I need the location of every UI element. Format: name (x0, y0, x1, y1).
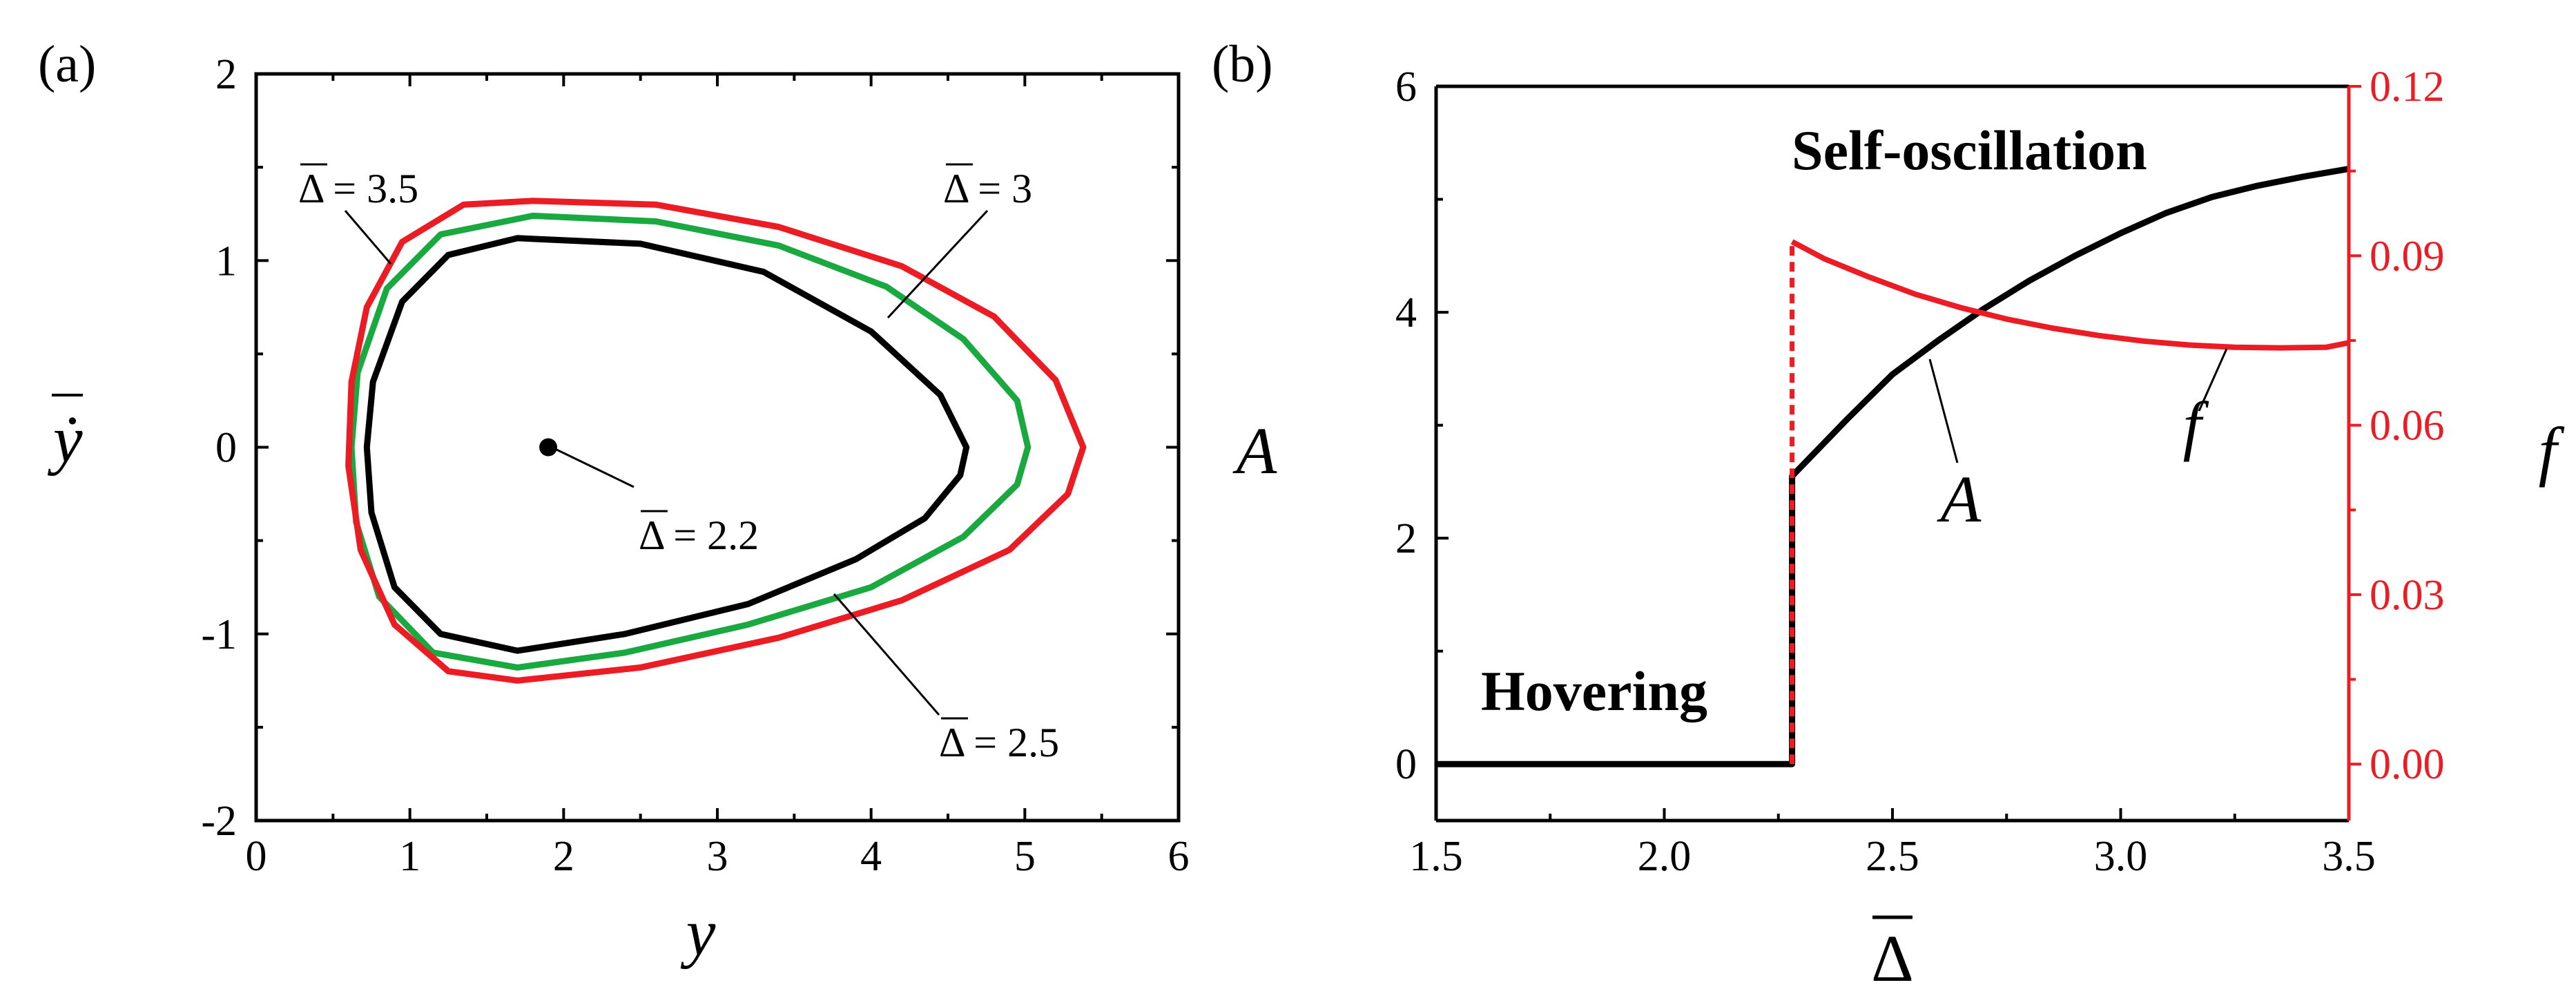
panel-b-ytick-right-label: 0.03 (2370, 572, 2445, 619)
annotation-delta-2-2-text: Δ = 2.2 (639, 513, 759, 558)
annotation-hovering: Hovering (1481, 660, 1707, 722)
panel-b-ytick-right-label: 0.06 (2370, 403, 2445, 450)
panel-a-xlabel: y (680, 895, 716, 969)
panel-a: (a) 0 1 2 3 4 5 6 -2 -1 0 1 2 y ẏ Δ = 3.5 Δ = 3 Δ =… (38, 35, 1190, 969)
panel-b-ytick-left-label: 6 (1395, 64, 1417, 111)
annotation-delta-3-5: Δ = 3.5 (298, 163, 418, 265)
annotation-delta-2-5-text: Δ = 2.5 (939, 720, 1059, 765)
panel-a-xtick-label: 5 (1014, 833, 1036, 880)
panel-a-tick-labels: 0 1 2 3 4 5 6 -2 -1 0 1 2 (201, 51, 1189, 880)
panel-a-ytick-label: 0 (215, 425, 237, 472)
fixed-point-marker (539, 438, 558, 457)
annotation-delta-3: Δ = 3 (887, 163, 1032, 319)
annotation-delta-3-5-leader (344, 210, 392, 265)
annotation-delta-2-5: Δ = 2.5 (833, 593, 1059, 765)
panel-b-xtick-label: 2.0 (1638, 833, 1692, 880)
panel-b-xtick-label: 3.0 (2094, 833, 2148, 880)
panel-b-curves (1436, 165, 2350, 767)
panel-a-ytick-label: 2 (215, 51, 237, 98)
panel-a-xtick-label: 0 (246, 833, 267, 880)
panel-b-label: (b) (1212, 35, 1273, 93)
panel-a-ylabel: ẏ (48, 402, 83, 476)
annotation-curve-a-leader (1928, 358, 1959, 463)
panel-a-ytick-label: -1 (201, 611, 237, 658)
panel-a-ylabel-group: ẏ (48, 394, 83, 476)
panel-b-xtick-label: 3.5 (2322, 833, 2376, 880)
orbit-series-2 (345, 198, 1087, 684)
annotation-curve-f-leader (2198, 348, 2228, 412)
panel-b-ylabel-right: f (2539, 414, 2565, 488)
annotation-curve-a-text: A (1937, 462, 1982, 536)
panel-b-xtick-label: 2.5 (1866, 833, 1919, 880)
panel-a-label: (a) (38, 35, 96, 93)
panel-a-xtick-label: 3 (707, 833, 728, 880)
annotation-delta-3-leader (887, 209, 989, 319)
annotation-delta-2-2-leader (552, 446, 635, 488)
panel-a-curves (345, 198, 1087, 684)
panel-b-ytick-left-label: 2 (1395, 515, 1417, 562)
annotation-curve-f: f (2183, 348, 2228, 462)
frequency-curve (1790, 239, 2350, 351)
panel-b-ytick-right-label: 0.12 (2370, 64, 2445, 111)
annotation-delta-3-text: Δ = 3 (943, 166, 1032, 211)
annotation-curve-a: A (1928, 358, 1982, 536)
panel-b: (b) 1.5 2.0 2.5 3.0 3.5 0 2 4 6 0.00 0.03 0.06 0.09 0… (1212, 35, 2565, 995)
panel-b-ytick-right-label: 0.00 (2370, 741, 2445, 788)
panel-a-ytick-label: 1 (215, 238, 237, 285)
panel-b-ytick-right-label: 0.09 (2370, 233, 2445, 280)
panel-a-xtick-label: 1 (399, 833, 420, 880)
annotation-delta-2-5-leader (833, 593, 940, 716)
panel-b-ytick-left-label: 0 (1395, 741, 1417, 788)
panel-b-xtick-label: 1.5 (1409, 833, 1463, 880)
panel-b-ylabel-left: A (1232, 414, 1277, 488)
panel-b-xlabel: Δ (1871, 921, 1914, 995)
annotation-self-oscillation: Self-oscillation (1792, 119, 2147, 182)
panel-a-ticks (255, 73, 1180, 822)
panel-a-xtick-label: 4 (860, 833, 882, 880)
panel-a-xtick-label: 6 (1168, 833, 1190, 880)
panel-a-ytick-label: -2 (201, 798, 237, 845)
annotation-delta-2-2: Δ = 2.2 (552, 446, 759, 558)
panel-b-ytick-left-label: 4 (1395, 289, 1417, 336)
annotation-delta-3-5-text: Δ = 3.5 (298, 166, 418, 211)
amplitude-curve (1436, 165, 2350, 767)
panel-a-xtick-label: 2 (553, 833, 574, 880)
orbit-series-0 (363, 235, 970, 654)
panel-b-tick-labels: 1.5 2.0 2.5 3.0 3.5 0 2 4 6 0.00 0.03 0.06 0.09 0.12 (1395, 64, 2445, 880)
orbit-series-1 (348, 212, 1032, 671)
